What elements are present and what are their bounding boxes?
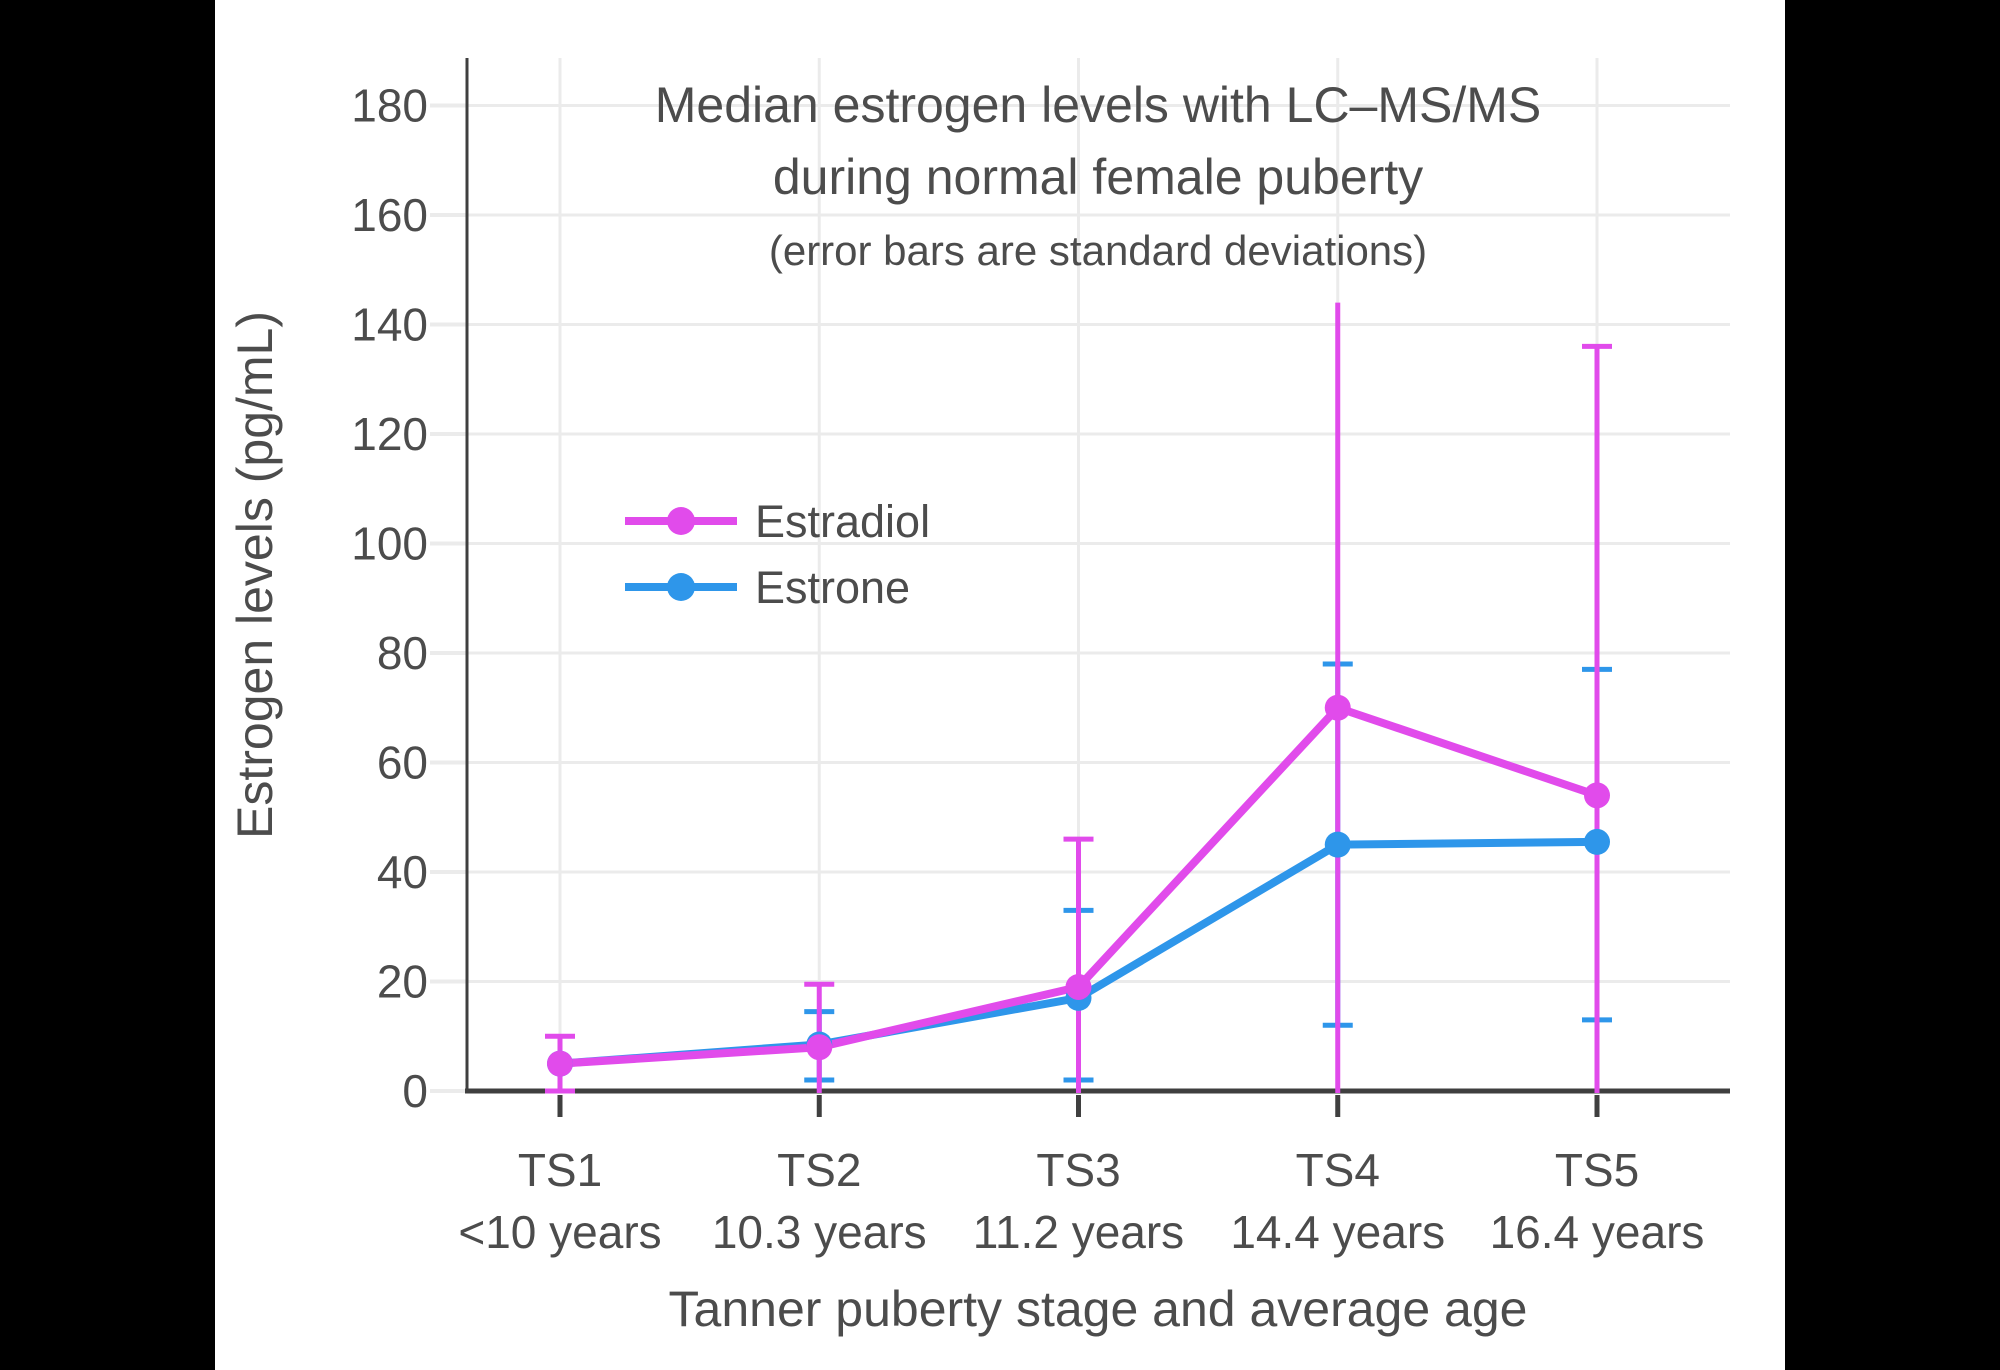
legend-item[interactable]: Estrone (625, 562, 910, 613)
chart-title-line1: Median estrogen levels with LC–MS/MS (655, 77, 1542, 133)
y-tick-label: 180 (351, 80, 428, 132)
x-tick-label: TS4 (1296, 1144, 1380, 1196)
chart-title-line2: during normal female puberty (773, 149, 1423, 205)
y-tick-label: 60 (377, 737, 428, 789)
data-point (1324, 694, 1351, 721)
chart-subtitle: (error bars are standard deviations) (769, 227, 1427, 274)
data-point (1584, 782, 1610, 809)
legend-marker-swatch (667, 573, 695, 601)
y-tick-label: 100 (351, 518, 428, 570)
data-point (1584, 828, 1610, 855)
x-tick-label: TS3 (1036, 1144, 1120, 1196)
x-tick-label: TS5 (1555, 1144, 1639, 1196)
y-tick-label: 0 (402, 1065, 428, 1117)
y-tick-label: 120 (351, 408, 428, 460)
tick-labels: 0 20 40 60 80 100 120 140 160 180 TS1 <10 years TS2 1… (351, 80, 1704, 1259)
x-tick-sublabel: 11.2 years (973, 1206, 1184, 1258)
y-axis-title: Estrogen levels (pg/mL) (227, 311, 283, 839)
legend-marker-swatch (667, 507, 695, 535)
y-tick-label: 40 (377, 846, 428, 898)
axes (465, 58, 1730, 1117)
chart-canvas (215, 0, 1785, 1370)
data-point (1324, 831, 1351, 858)
y-tick-label: 140 (351, 299, 428, 351)
legend-label: Estradiol (755, 496, 930, 547)
x-axis-title: Tanner puberty stage and average age (669, 1281, 1528, 1337)
x-tick-sublabel: 10.3 years (712, 1206, 927, 1258)
data-point (806, 1034, 833, 1061)
y-tick-label: 20 (377, 956, 428, 1008)
data-point (547, 1050, 573, 1077)
y-tick-label: 80 (377, 627, 428, 679)
x-tick-sublabel: 14.4 years (1230, 1206, 1445, 1258)
legend-label: Estrone (755, 562, 910, 613)
data-series (545, 302, 1612, 1094)
y-tick-label: 160 (351, 189, 428, 241)
x-tick-sublabel: 16.4 years (1490, 1206, 1705, 1258)
legend-item[interactable]: Estradiol (625, 496, 930, 547)
x-tick-label: TS2 (777, 1144, 861, 1196)
data-point (1065, 973, 1092, 1000)
x-tick-sublabel: <10 years (458, 1206, 661, 1258)
legend: Estradiol Estrone (625, 496, 930, 613)
x-tick-label: TS1 (518, 1144, 602, 1196)
